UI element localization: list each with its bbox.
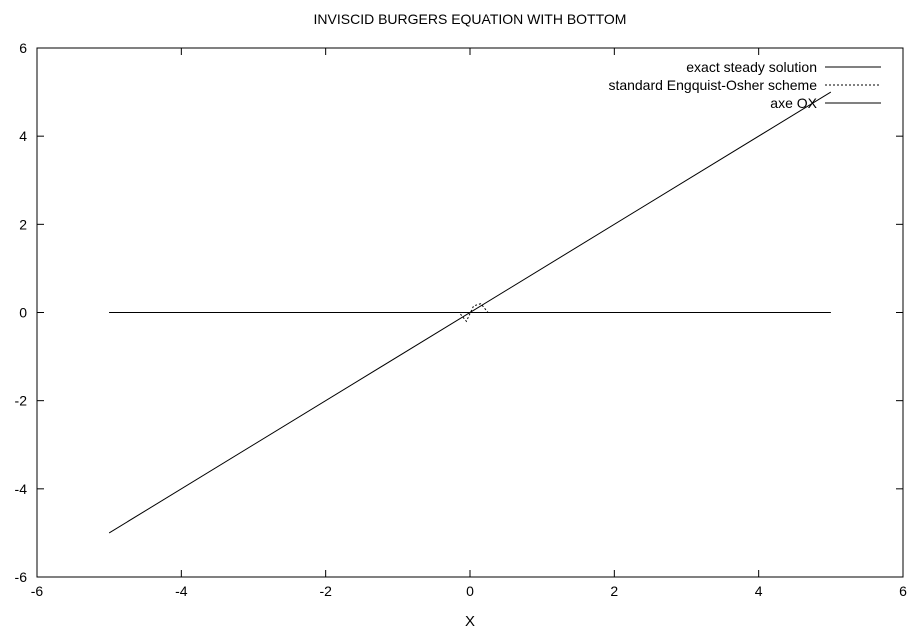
- x-tick-label-1: -4: [175, 583, 188, 599]
- series-line-1: [109, 303, 831, 323]
- y-tick-label-0: -6: [15, 569, 28, 585]
- y-tick-label-3: 0: [19, 305, 27, 321]
- y-tick-label-4: 2: [19, 216, 27, 232]
- legend: exact steady solution standard Engquist-O…: [608, 59, 881, 111]
- x-tick-label-5: 4: [755, 583, 763, 599]
- x-tick-label-3: 0: [466, 583, 474, 599]
- y-tick-label-6: 6: [19, 40, 27, 56]
- x-tick-label-4: 2: [610, 583, 618, 599]
- chart-title: INVISCID BURGERS EQUATION WITH BOTTOM: [314, 11, 627, 27]
- x-tick-label-6: 6: [899, 583, 907, 599]
- legend-label-1: standard Engquist-Osher scheme: [608, 77, 817, 93]
- y-tick-label-5: 4: [19, 128, 27, 144]
- legend-label-0: exact steady solution: [686, 59, 817, 75]
- axis-ticks: -6 -4 -2 0 2 4 6 -6 -4 -2 0 2 4 6: [15, 40, 908, 599]
- series-line-0: [108, 91, 832, 534]
- y-tick-label-1: -4: [15, 481, 28, 497]
- x-tick-label-0: -6: [31, 583, 44, 599]
- y-tick-label-2: -2: [15, 393, 28, 409]
- legend-label-2: axe OX: [770, 95, 817, 111]
- x-axis-label: X: [465, 613, 475, 630]
- x-tick-label-2: -2: [319, 583, 332, 599]
- series-layer: [108, 91, 832, 534]
